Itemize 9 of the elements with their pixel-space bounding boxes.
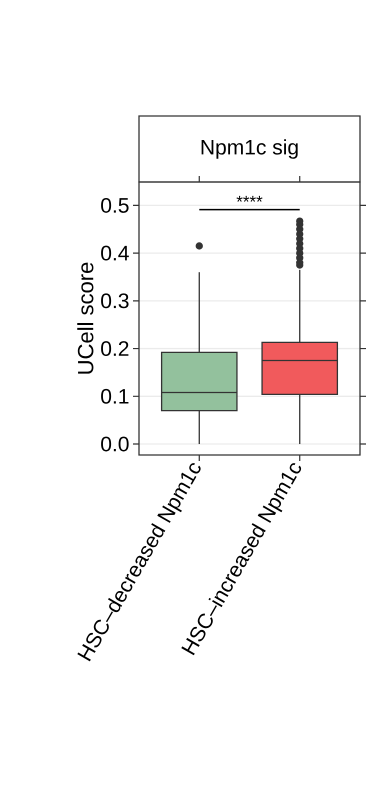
y-tick-label: 0.1 <box>101 388 128 404</box>
y-tick-label: 0.0 <box>101 436 129 452</box>
chart-title: Npm1c sig <box>202 139 298 159</box>
y-tick-label: 0.2 <box>101 341 128 356</box>
y-tick-label: 0.4 <box>101 246 129 261</box>
y-tick-label: 0.3 <box>101 293 129 308</box>
y-tick-label: 0.5 <box>101 198 129 213</box>
y-axis-title: UCell score <box>77 262 94 374</box>
annotation: **** <box>236 196 262 202</box>
